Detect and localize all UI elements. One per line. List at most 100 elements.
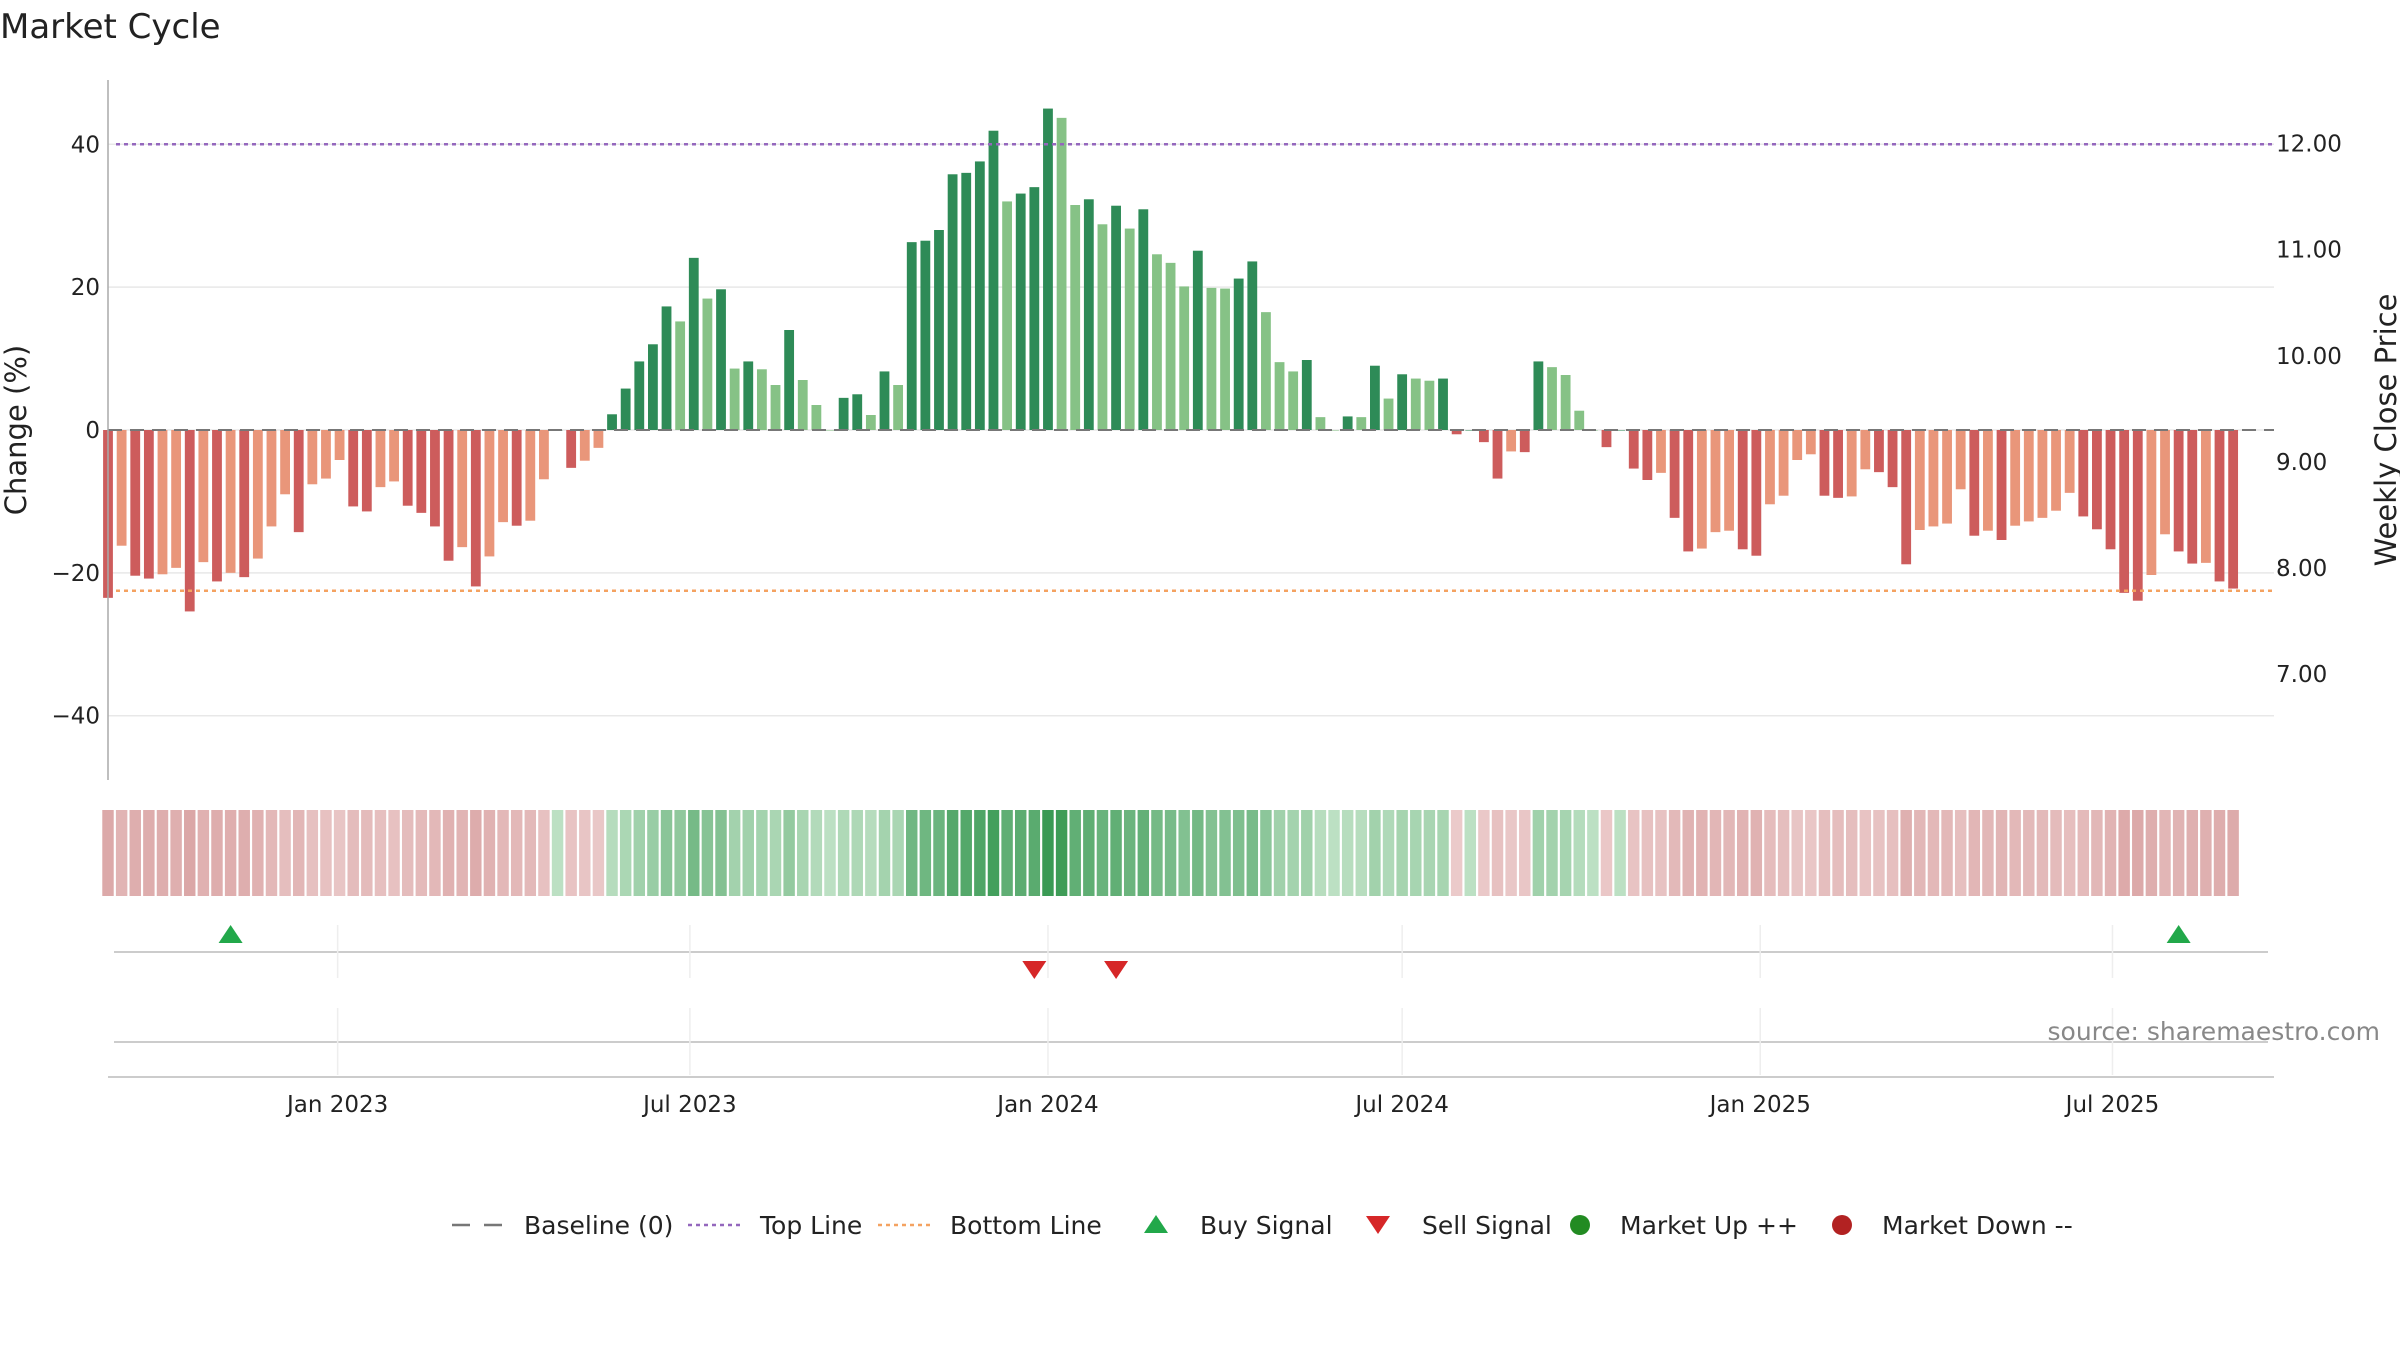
bar (1805, 430, 1816, 455)
bar (920, 240, 931, 430)
bar (375, 430, 386, 488)
strip-cell (1941, 810, 1953, 896)
strip-cell (1192, 810, 1204, 896)
bar (2160, 430, 2170, 535)
strip-cell (361, 810, 373, 896)
strip-cell (102, 810, 114, 896)
strip-cell (1696, 810, 1708, 896)
bar (1342, 416, 1353, 430)
strip-cell (1641, 810, 1654, 896)
bar (1710, 430, 1721, 533)
strip-cell (551, 810, 564, 896)
strip-cell (524, 810, 537, 896)
bar (607, 414, 617, 430)
bar (743, 361, 754, 430)
bar (1370, 365, 1380, 430)
strip-cell (933, 810, 945, 896)
bar (1996, 430, 2007, 540)
y-right-tick-label: 12.00 (2276, 132, 2342, 158)
legend-swatch (1832, 1215, 1852, 1235)
bar (402, 430, 413, 506)
bar (1410, 378, 1421, 430)
bar (334, 430, 345, 460)
bar (865, 415, 876, 430)
bar (934, 230, 944, 430)
strip-cell (129, 810, 141, 896)
bar (348, 430, 359, 507)
strip-cell (1954, 810, 1967, 896)
strip-cell (1301, 810, 1313, 896)
bar (1192, 250, 1203, 430)
bar (729, 368, 740, 430)
strip-cell (1396, 810, 1408, 896)
bar (947, 174, 958, 430)
strip-cell (1886, 810, 1899, 896)
chart-title: Market Cycle (0, 7, 221, 47)
legend-label: Market Up ++ (1620, 1211, 1798, 1240)
strip-cell (2091, 810, 2103, 896)
strip-cell (660, 810, 673, 896)
bar (525, 430, 536, 521)
bar (988, 130, 999, 430)
strip-cell (1450, 810, 1463, 896)
strip-cell (1519, 810, 1531, 896)
strip-cell (1505, 810, 1517, 896)
legend-item: Market Down -- (1832, 1211, 2073, 1240)
strip-cell (2036, 810, 2049, 896)
bar (811, 405, 822, 430)
reference-lines (108, 143, 2274, 592)
bar (1070, 205, 1081, 430)
x-axis: Jan 2023 Jul 2023 Jan 2024 Jul 2024 Jan 2025… (108, 1076, 2274, 1118)
strip-cell (688, 810, 700, 896)
y-right-tick-label: 9.00 (2276, 450, 2327, 476)
strip-cell (1437, 810, 1449, 896)
strip-cell (2227, 810, 2239, 896)
strip-cell (1055, 810, 1068, 896)
bar (1206, 287, 1217, 430)
strip-cell (2063, 810, 2076, 896)
y-tick-label: −20 (51, 561, 100, 587)
strip-cell (538, 810, 550, 896)
bar (1083, 199, 1094, 430)
strip-cell (1314, 810, 1327, 896)
bar (566, 430, 577, 468)
bar (1901, 430, 1912, 565)
bar (1833, 430, 1843, 498)
strip-cell (1818, 810, 1831, 896)
bar (1969, 430, 1980, 536)
bar (280, 430, 290, 495)
bar (484, 430, 495, 557)
strip-cell (783, 810, 795, 896)
bar (1696, 430, 1707, 549)
bar (498, 430, 508, 523)
bar (661, 306, 672, 430)
strip-cell (347, 810, 359, 896)
bar (1874, 430, 1884, 473)
bar (2228, 430, 2239, 589)
bar (1097, 224, 1108, 430)
strip-cell (115, 810, 128, 896)
bar (1601, 430, 1612, 448)
strip-cell (401, 810, 414, 896)
bar (2092, 430, 2102, 530)
strip-cell (565, 810, 577, 896)
bar (1683, 430, 1694, 552)
strip-cell (143, 810, 155, 896)
bar (1288, 371, 1299, 430)
legend-item: Bottom Line (878, 1211, 1102, 1240)
strip-cell (238, 810, 250, 896)
legend: Baseline (0) Top Line Bottom Line Buy Signa… (452, 1211, 2073, 1240)
strip-cell (2186, 810, 2198, 896)
bar (1152, 254, 1162, 430)
bar (1383, 398, 1394, 430)
strip-cell (1123, 810, 1136, 896)
strip-cell (1573, 810, 1585, 896)
strip-cell (742, 810, 754, 896)
legend-item: Market Up ++ (1570, 1211, 1798, 1240)
y-tick-label: 0 (85, 418, 100, 444)
x-tick-label: Jan 2024 (995, 1092, 1098, 1118)
bar (266, 430, 277, 527)
strip-cell (633, 810, 646, 896)
strip-cell (1982, 810, 1994, 896)
strip-cell (279, 810, 291, 896)
